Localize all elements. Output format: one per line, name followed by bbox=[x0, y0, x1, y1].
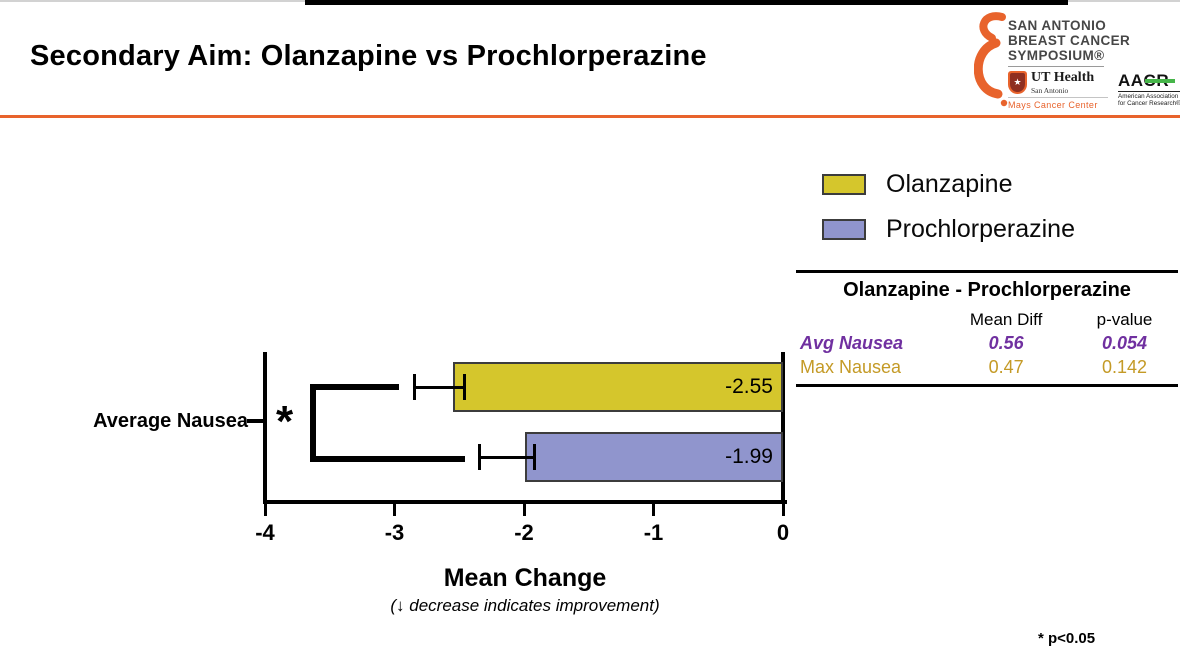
legend-item: Prochlorperazine bbox=[822, 207, 1075, 252]
x-axis-tick bbox=[781, 504, 785, 516]
sabcs-logo: SAN ANTONIO BREAST CANCER SYMPOSIUM® ★ U… bbox=[942, 8, 1180, 112]
stats-table: Olanzapine - Prochlorperazine Mean Diff … bbox=[796, 270, 1178, 387]
row-label: Max Nausea bbox=[800, 356, 902, 377]
row-mean-diff: 0.56 bbox=[988, 332, 1024, 353]
error-bar-cap bbox=[412, 374, 416, 400]
row-label: Avg Nausea bbox=[800, 332, 904, 353]
category-label: Average Nausea bbox=[93, 410, 248, 432]
title-divider-rule bbox=[0, 115, 1180, 118]
ut-health-location: San Antonio bbox=[1031, 86, 1069, 95]
error-bar-cap bbox=[463, 374, 467, 400]
error-bar-line bbox=[413, 386, 465, 389]
legend-item: Olanzapine bbox=[822, 162, 1075, 207]
ut-health-name: UT Health bbox=[1031, 70, 1095, 85]
symposium-name: SAN ANTONIO BREAST CANCER SYMPOSIUM® bbox=[1008, 18, 1130, 63]
y-axis-line bbox=[263, 352, 267, 504]
page-title: Secondary Aim: Olanzapine vs Prochlorper… bbox=[30, 40, 707, 72]
logo-divider bbox=[1008, 66, 1104, 67]
significance-bracket bbox=[310, 456, 465, 462]
aacr-logo: AACR American Association for Cancer Res… bbox=[1118, 72, 1180, 107]
legend-label: Olanzapine bbox=[886, 170, 1013, 198]
stats-table-header-row: Mean Diff p-value bbox=[796, 308, 1178, 331]
significance-bracket bbox=[310, 384, 399, 390]
bar-prochlorperazine bbox=[525, 432, 783, 482]
top-black-bar bbox=[305, 0, 1068, 5]
category-tick bbox=[247, 419, 264, 423]
error-bar-cap bbox=[533, 444, 537, 470]
stats-table-title: Olanzapine - Prochlorperazine bbox=[843, 279, 1131, 301]
x-axis-tick-label: -2 bbox=[514, 520, 534, 545]
col-header-mean-diff: Mean Diff bbox=[969, 309, 1043, 329]
table-row: Avg Nausea 0.56 0.054 bbox=[796, 331, 1178, 355]
error-bar-line bbox=[478, 456, 535, 459]
bar-olanzapine bbox=[452, 362, 783, 412]
sabcs-ribbon-icon bbox=[974, 12, 1008, 107]
bar-value-label: -1.99 bbox=[725, 445, 773, 468]
x-axis-title: Mean Change bbox=[443, 564, 607, 592]
error-bar-cap bbox=[477, 444, 481, 470]
symposium-line: SAN ANTONIO bbox=[1008, 18, 1107, 33]
x-axis-tick-label: -1 bbox=[643, 520, 664, 545]
x-axis-tick-label: -3 bbox=[384, 520, 405, 545]
x-axis-line bbox=[263, 500, 787, 504]
legend-label: Prochlorperazine bbox=[886, 215, 1075, 243]
symposium-line: BREAST CANCER bbox=[1008, 33, 1131, 48]
legend-swatch-olanzapine bbox=[822, 174, 866, 195]
x-axis-subtitle: (↓ decrease indicates improvement) bbox=[390, 596, 660, 615]
footnote: * p<0.05 bbox=[1038, 630, 1096, 647]
aacr-green-dash-icon bbox=[1145, 79, 1175, 83]
x-axis-tick bbox=[652, 504, 655, 516]
row-mean-diff: 0.47 bbox=[988, 356, 1024, 377]
bar-value-label: -2.55 bbox=[725, 375, 773, 398]
aacr-full-name: American Association for Cancer Research… bbox=[1118, 91, 1180, 107]
symposium-line: SYMPOSIUM® bbox=[1008, 48, 1105, 63]
x-axis-tick bbox=[522, 504, 526, 516]
zero-baseline bbox=[781, 352, 785, 504]
significance-asterisk: * bbox=[276, 397, 294, 446]
x-axis-tick-label: -4 bbox=[255, 520, 275, 545]
legend-swatch-prochlorperazine bbox=[822, 219, 866, 240]
mays-cancer-center: Mays Cancer Center bbox=[1008, 97, 1108, 110]
significance-bracket bbox=[310, 384, 316, 462]
row-p-value: 0.054 bbox=[1101, 332, 1148, 353]
table-row: Max Nausea 0.47 0.142 bbox=[796, 355, 1178, 379]
ut-shield-icon: ★ bbox=[1008, 71, 1027, 94]
aacr-acronym: AACR bbox=[1118, 72, 1180, 89]
x-axis-tick bbox=[393, 504, 396, 516]
col-header-p-value: p-value bbox=[1096, 309, 1153, 329]
ut-health-logo: ★ UT Health San Antonio Mays Cancer Cent… bbox=[1008, 71, 1108, 110]
row-p-value: 0.142 bbox=[1101, 356, 1148, 377]
significance-footnotes: * p<0.05 **p<0.01 bbox=[1038, 590, 1097, 655]
x-axis-tick-label: 0 bbox=[776, 520, 790, 545]
x-axis-tick bbox=[263, 504, 267, 516]
chart-legend: Olanzapine Prochlorperazine bbox=[822, 162, 1075, 252]
